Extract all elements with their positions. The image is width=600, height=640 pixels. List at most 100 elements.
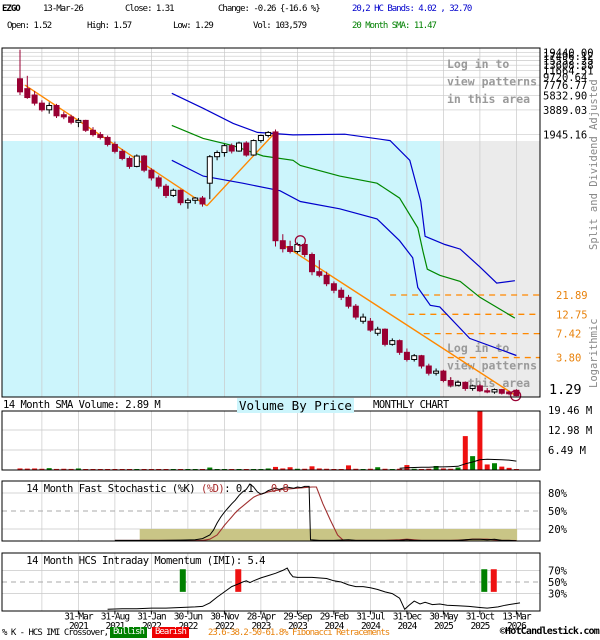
volume-panel: 19.46 M 12.98 M 6.49 M <box>1 405 592 471</box>
copyright-link[interactable]: ©HotCandlestick.com <box>499 626 600 637</box>
svg-text:31-Mar: 31-Mar <box>64 612 94 623</box>
svg-text:19.46 M: 19.46 M <box>548 405 592 417</box>
svg-text:2022: 2022 <box>142 621 161 632</box>
svg-text:2021: 2021 <box>69 621 89 632</box>
volume-label: Vol: 103,579 <box>253 21 307 31</box>
volume-sma-title: 14 Month SMA Volume: 2.89 M <box>3 399 161 411</box>
svg-text:view patterns: view patterns <box>447 75 537 89</box>
imi-title: 14 Month HCS Intraday Momentum (IMI): 5.… <box>26 555 265 567</box>
svg-text:2025: 2025 <box>434 621 453 632</box>
svg-text:5832.90: 5832.90 <box>543 90 587 102</box>
svg-text:30-Jun: 30-Jun <box>174 612 203 623</box>
svg-text:2022: 2022 <box>215 621 234 632</box>
svg-text:view patterns: view patterns <box>447 359 537 373</box>
svg-text:15552.25: 15552.25 <box>543 55 594 67</box>
login-watermark1: Log in to view patterns in this area <box>447 57 537 106</box>
svg-text:9720.64: 9720.64 <box>543 72 587 84</box>
change-label: Change: -0.26 {-16.6 %} <box>218 4 321 14</box>
oversold-band <box>139 529 518 541</box>
svg-text:12.98 M: 12.98 M <box>548 425 592 437</box>
svg-text:29-Sep: 29-Sep <box>283 612 313 623</box>
svg-text:30-May: 30-May <box>429 612 459 623</box>
imi-crossover-bar-red <box>235 569 242 592</box>
imi-title-row: 14 Month HCS Intraday Momentum (IMI): 5.… <box>3 543 265 579</box>
svg-text:31-Aug: 31-Aug <box>101 612 130 623</box>
svg-text:Log in to: Log in to <box>447 57 509 71</box>
svg-text:6.49 M: 6.49 M <box>548 445 586 457</box>
imi-panel: 70%50%30% <box>1 552 568 612</box>
svg-text:50%: 50% <box>548 577 568 589</box>
stochastic-d-title: (%D) <box>200 483 225 495</box>
fibonacci-legend-label: 23.6-38.2-50-61.8% Fibonacci Retracement… <box>208 628 390 638</box>
svg-text:in this area: in this area <box>447 92 530 106</box>
svg-text:80%: 80% <box>548 488 568 500</box>
open-label: Open: 1.52 <box>7 21 52 31</box>
imi-crossover-bar-green <box>179 569 186 592</box>
svg-text:31-Jan: 31-Jan <box>137 612 166 623</box>
crossover-legend-label: % K - HCS IMI Crossover, <box>2 628 109 638</box>
stochastic-d-value: 0.8 <box>270 483 289 495</box>
svg-text:29-Feb: 29-Feb <box>320 612 350 623</box>
svg-text:13-Mar: 13-Mar <box>502 612 532 623</box>
svg-text:19440.00: 19440.00 <box>543 47 594 59</box>
adjusted-axis-label: Split and Dividend Adjusted <box>588 79 600 250</box>
svg-text:2026: 2026 <box>507 621 527 632</box>
svg-text:28-Apr: 28-Apr <box>247 612 277 623</box>
fibonacci-levels: 21.89 12.75 7.42 3.80 <box>390 290 588 365</box>
svg-text:2023: 2023 <box>288 621 307 632</box>
stochastic-sep: : <box>224 483 236 495</box>
svg-text:2022: 2022 <box>178 621 197 632</box>
imi-line <box>107 567 521 611</box>
volume-by-price-link[interactable]: Volume By Price <box>237 398 354 413</box>
svg-text:2024: 2024 <box>397 621 417 632</box>
main-chart-panel <box>2 48 540 397</box>
svg-text:31-Oct: 31-Oct <box>466 612 495 623</box>
low-label: Low: 1.29 <box>173 21 214 31</box>
svg-text:70%: 70% <box>548 565 568 577</box>
svg-text:30-Nov: 30-Nov <box>210 612 240 623</box>
svg-text:21.89: 21.89 <box>556 290 588 302</box>
date-label: 13-Mar-26 <box>43 4 84 14</box>
svg-text:2024: 2024 <box>361 621 381 632</box>
svg-text:3.80: 3.80 <box>556 353 581 365</box>
svg-text:31-Dec: 31-Dec <box>393 612 422 623</box>
stochastic-gap <box>253 483 270 495</box>
bullish-badge: Bullish <box>110 627 147 638</box>
svg-text:30%: 30% <box>548 589 568 601</box>
high-label: High: 1.57 <box>87 21 132 31</box>
hc-bands-label: 20,2 HC Bands: 4.02 , 32.70 <box>352 4 472 14</box>
svg-text:2025: 2025 <box>470 621 489 632</box>
log-axis-label: Logarithmic <box>588 318 600 388</box>
svg-text:2021: 2021 <box>105 621 125 632</box>
last-price-label: 1.29 <box>549 382 582 398</box>
volume-sma-line <box>399 458 517 469</box>
candlestick-series <box>17 49 520 397</box>
chart-interval-label: MONTHLY CHART <box>373 399 449 411</box>
svg-text:2023: 2023 <box>251 621 270 632</box>
x-axis: 31-Mar202131-Aug202131-Jan202230-Jun2022… <box>64 611 533 632</box>
svg-text:50%: 50% <box>548 506 568 518</box>
svg-text:1945.16: 1945.16 <box>543 130 587 142</box>
imi-crossover-bar-red <box>490 569 497 592</box>
svg-text:7776.77: 7776.77 <box>543 80 587 92</box>
main-chart-border <box>1 47 541 398</box>
stochastic-title-row: 14 Month Fast Stochastic (%K) (%D): 0.1 … <box>3 471 289 507</box>
symbol-label: EZGO <box>2 4 21 14</box>
svg-text:11664.51: 11664.51 <box>543 66 594 78</box>
svg-text:31-Jul: 31-Jul <box>356 612 385 623</box>
close-label: Close: 1.31 <box>125 4 175 14</box>
svg-text:3889.03: 3889.03 <box>543 105 587 117</box>
svg-text:20%: 20% <box>548 524 568 536</box>
stochastic-k-value: 0.1 <box>235 483 254 495</box>
svg-text:12.75: 12.75 <box>556 309 588 321</box>
svg-text:17496.12: 17496.12 <box>543 51 594 63</box>
stochastic-k-line <box>114 483 517 542</box>
pattern-circles <box>294 235 522 402</box>
svg-text:Log in to: Log in to <box>447 341 509 355</box>
price-axis: 19440.0017496.1215552.2513608.3811664.51… <box>543 47 600 398</box>
svg-text:2024: 2024 <box>324 621 344 632</box>
sma-label: 20 Month SMA: 11.47 <box>352 21 437 31</box>
imi-crossover-bar-green <box>481 569 488 592</box>
